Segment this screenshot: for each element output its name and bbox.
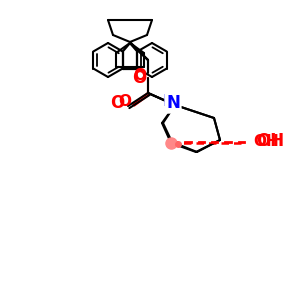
Text: OH: OH [253,134,279,148]
Text: O: O [118,94,131,110]
Text: O: O [134,68,146,83]
Text: N: N [163,94,176,109]
Text: O: O [132,69,146,87]
Text: N: N [166,94,180,112]
Text: O: O [110,94,124,112]
Text: OH: OH [256,132,284,150]
